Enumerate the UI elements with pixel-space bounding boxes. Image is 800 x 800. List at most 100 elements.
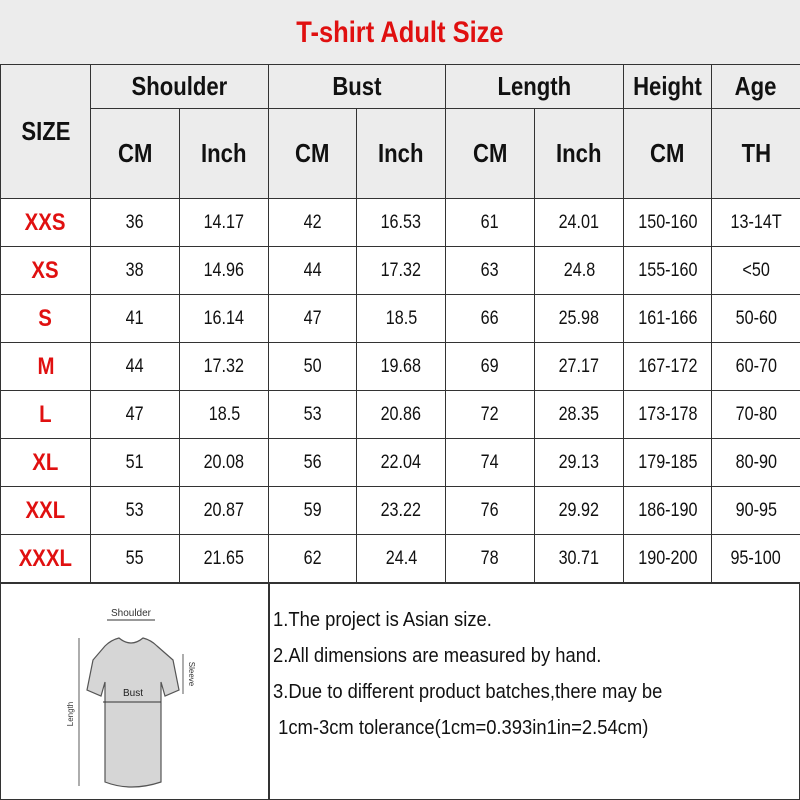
size-label: L (0, 390, 91, 439)
notes-section: Shoulder Bust Length Sleeve 1.The projec… (0, 583, 800, 800)
measurement-cell: 179-185 (623, 438, 713, 487)
length-label: Length (66, 702, 75, 726)
measurement-cell: 42 (268, 198, 358, 247)
measurement-cell: 167-172 (623, 342, 713, 391)
measurement-cell: 53 (268, 390, 358, 439)
measurement-cell: 61 (445, 198, 536, 247)
measurement-cell: 190-200 (623, 534, 713, 583)
size-label: XL (0, 438, 91, 487)
note-item: 1cm-3cm tolerance(1cm=0.393in1in=2.54cm) (273, 717, 649, 739)
unit-header: CM (445, 108, 536, 199)
measurement-cell: 55 (90, 534, 180, 583)
measurement-cell: 150-160 (623, 198, 713, 247)
size-label: XXXL (0, 534, 91, 583)
measurement-cell: 17.32 (356, 246, 447, 295)
size-label: XS (0, 246, 91, 295)
unit-header: CM (268, 108, 358, 199)
measurement-cell: 18.5 (356, 294, 447, 343)
measurement-cell: 47 (90, 390, 180, 439)
measurement-cell: 50 (268, 342, 358, 391)
measurement-cell: 27.17 (534, 342, 625, 391)
measurement-cell: 44 (268, 246, 358, 295)
group-bust: Bust (268, 64, 447, 109)
note-item: 2.All dimensions are measured by hand. (273, 645, 602, 667)
measurement-cell: 16.14 (178, 294, 270, 343)
measurement-cell: 59 (268, 486, 358, 535)
measurement-cell: 51 (90, 438, 180, 487)
measurement-cell: 72 (445, 390, 536, 439)
measurement-cell: 29.92 (534, 486, 625, 535)
measurement-cell: 13-14T (711, 198, 800, 247)
table-row: XXXL 55 21.65 62 24.4 78 30.71 190-200 95-100 (0, 534, 800, 583)
measurement-cell: 14.17 (178, 198, 270, 247)
size-header: SIZE (0, 64, 91, 199)
header-row-groups: SIZE Shoulder Bust Length Height Age (0, 64, 800, 199)
measurement-cell: 50-60 (711, 294, 800, 343)
measurement-cell: 186-190 (623, 486, 713, 535)
measurement-cell: 18.5 (178, 390, 270, 439)
measurement-cell: 78 (445, 534, 536, 583)
note-item: 1.The project is Asian size. (273, 609, 492, 631)
group-height: Height (623, 64, 713, 109)
measurement-cell: 62 (268, 534, 358, 583)
measurement-cell: 63 (445, 246, 536, 295)
measurement-cell: 22.04 (356, 438, 447, 487)
note-item: 3.Due to different product batches,there… (273, 681, 663, 703)
measurement-cell: 56 (268, 438, 358, 487)
table-row: XXL 53 20.87 59 23.22 76 29.92 186-190 90-95 (0, 486, 800, 535)
measurement-cell: 20.08 (178, 438, 270, 487)
measurement-cell: 38 (90, 246, 180, 295)
measurement-cell: <50 (711, 246, 800, 295)
group-length: Length (445, 64, 625, 109)
table-row: XL 51 20.08 56 22.04 74 29.13 179-185 80-90 (0, 438, 800, 487)
table-row: S 41 16.14 47 18.5 66 25.98 161-166 50-60 (0, 294, 800, 343)
measurement-cell: 23.22 (356, 486, 447, 535)
size-label: XXL (0, 486, 91, 535)
unit-header: CM (623, 108, 713, 199)
divider (268, 584, 270, 799)
measurement-cell: 161-166 (623, 294, 713, 343)
measurement-cell: 24.8 (534, 246, 625, 295)
size-label: S (0, 294, 91, 343)
measurement-cell: 173-178 (623, 390, 713, 439)
measurement-cell: 30.71 (534, 534, 625, 583)
measurement-cell: 155-160 (623, 246, 713, 295)
measurement-cell: 47 (268, 294, 358, 343)
measurement-cell: 17.32 (178, 342, 270, 391)
size-table: SIZE Shoulder Bust Length Height Age CM … (0, 64, 800, 583)
table-row: L 47 18.5 53 20.86 72 28.35 173-178 70-80 (0, 390, 800, 439)
unit-header: CM (90, 108, 180, 199)
measurement-cell: 70-80 (711, 390, 800, 439)
measurement-cell: 21.65 (178, 534, 270, 583)
measurement-cell: 25.98 (534, 294, 625, 343)
measurement-cell: 60-70 (711, 342, 800, 391)
measurement-cell: 28.35 (534, 390, 625, 439)
measurement-cell: 24.4 (356, 534, 447, 583)
size-label: M (0, 342, 91, 391)
measurement-cell: 80-90 (711, 438, 800, 487)
unit-header: Inch (178, 108, 270, 199)
sleeve-label: Sleeve (187, 662, 196, 687)
measurement-cell: 76 (445, 486, 536, 535)
tshirt-diagram-icon: Shoulder Bust Length Sleeve (66, 608, 196, 788)
bust-label: Bust (123, 688, 143, 699)
measurement-cell: 74 (445, 438, 536, 487)
measurement-cell: 69 (445, 342, 536, 391)
measurement-cell: 90-95 (711, 486, 800, 535)
table-row: XS 38 14.96 44 17.32 63 24.8 155-160 <50 (0, 246, 800, 295)
measurement-cell: 19.68 (356, 342, 447, 391)
unit-header: Inch (534, 108, 625, 199)
header-row-units: CM Inch CM Inch CM Inch CM TH (1, 108, 800, 199)
size-label: XXS (0, 198, 91, 247)
chart-title: T-shirt Adult Size (296, 15, 504, 49)
measurement-cell: 53 (90, 486, 180, 535)
title-band: T-shirt Adult Size (0, 0, 800, 65)
measurement-cell: 20.86 (356, 390, 447, 439)
notes-list: 1.The project is Asian size. 2.All dimen… (273, 602, 696, 746)
shoulder-label: Shoulder (111, 608, 152, 619)
measurement-cell: 44 (90, 342, 180, 391)
measurement-cell: 95-100 (711, 534, 800, 583)
group-shoulder: Shoulder (89, 64, 270, 109)
measurement-cell: 29.13 (534, 438, 625, 487)
